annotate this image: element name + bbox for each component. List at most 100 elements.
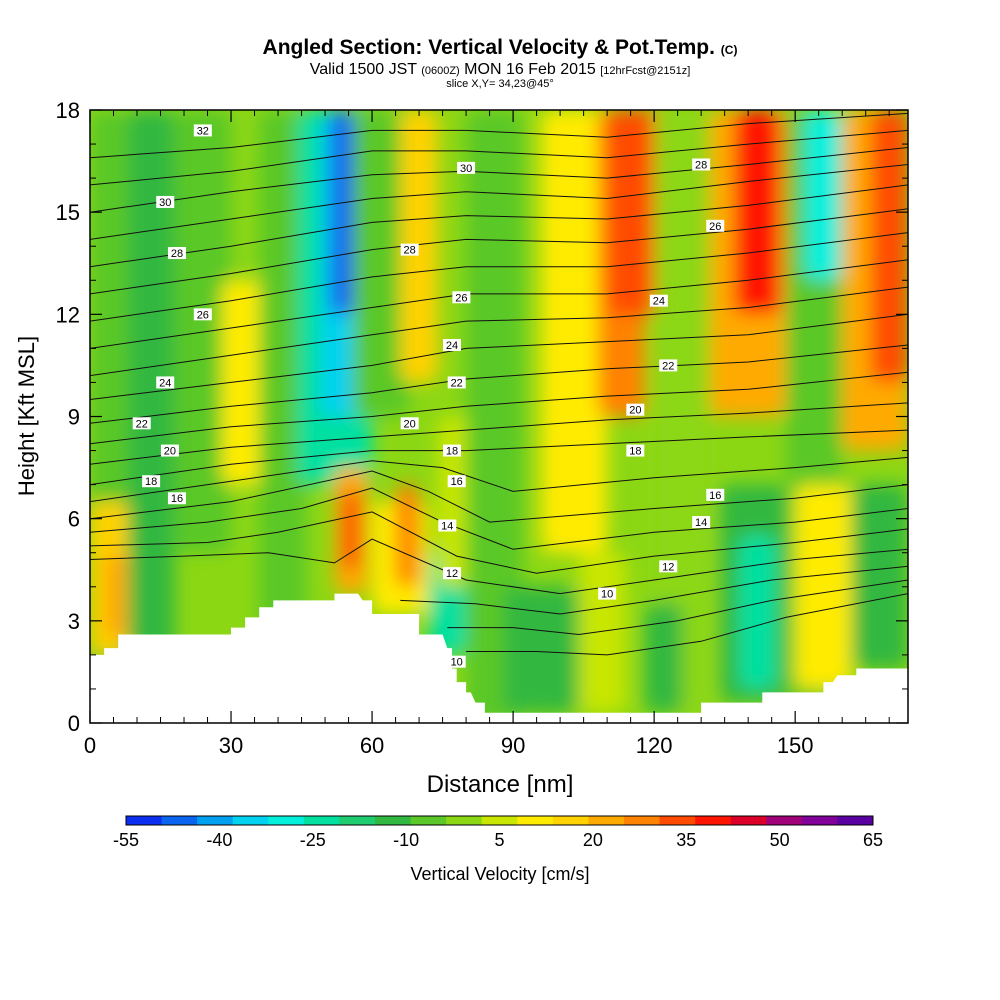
theta-label: 24 [649, 294, 668, 308]
theta-label: 26 [452, 291, 471, 304]
theta-contour [466, 593, 908, 656]
valid-date: MON 16 Feb 2015 [464, 61, 596, 78]
theta-contour [90, 344, 908, 424]
theta-label-text: 26 [455, 292, 467, 304]
chart-title-unit: (C) [720, 43, 738, 57]
colorbar-label: Vertical Velocity [cm/s] [410, 864, 589, 884]
slice-info: slice X,Y= 34,23@45° [446, 78, 554, 90]
chart-title-text: Angled Section: Vertical Velocity & Pot.… [262, 36, 715, 59]
theta-label: 28 [167, 247, 186, 260]
theta-label-text: 20 [164, 446, 176, 458]
terrain [90, 593, 908, 723]
theta-label: 14 [438, 519, 457, 532]
colorbar-swatch [695, 816, 732, 825]
colorbar-swatch [339, 816, 376, 825]
colorbar-swatch [268, 816, 305, 825]
y-tick-label: 6 [68, 507, 80, 532]
theta-label: 14 [692, 516, 711, 529]
theta-label: 24 [156, 376, 175, 389]
theta-label-text: 18 [629, 446, 641, 458]
theta-contour [90, 129, 908, 186]
colorbar-swatch [588, 816, 625, 825]
theta-label-text: 24 [653, 296, 665, 308]
velocity-cell [804, 110, 843, 281]
velocity-cell [734, 110, 782, 315]
theta-label-text: 18 [446, 446, 458, 458]
x-tick-label: 120 [636, 733, 673, 758]
theta-label: 30 [457, 161, 476, 175]
y-tick-label: 3 [68, 609, 80, 634]
colorbar-swatch [730, 816, 767, 825]
theta-label-text: 16 [451, 476, 463, 488]
colorbar-tick-label: -25 [300, 830, 326, 850]
velocity-cell [395, 484, 420, 587]
velocity-cell [541, 110, 608, 553]
colorbar-swatch [481, 816, 518, 825]
theta-label-text: 18 [145, 476, 157, 488]
theta-label-text: 32 [197, 125, 209, 137]
theta-contour [90, 313, 908, 400]
theta-label-text: 14 [441, 520, 453, 532]
theta-label-text: 14 [695, 517, 707, 529]
theta-label: 26 [193, 308, 212, 321]
theta-label: 16 [167, 492, 186, 505]
theta-label-text: 28 [404, 245, 416, 257]
theta-label: 32 [193, 124, 212, 137]
theta-contour [90, 470, 908, 523]
theta-label: 18 [142, 475, 161, 488]
theta-label: 20 [160, 444, 179, 458]
colorbar-tick-label: 20 [583, 830, 603, 850]
colorbar-swatch [766, 816, 803, 825]
contour-labels: 32 30 28 26 24 22 20 18 16 30 28 26 24 22 20 18 16 14 12 10… [132, 124, 725, 669]
theta-contour [90, 429, 908, 486]
velocity-cell [578, 552, 626, 713]
x-tick-label: 30 [219, 733, 243, 758]
velocity-cell [738, 535, 777, 689]
theta-label-text: 24 [159, 377, 171, 389]
theta-label: 20 [626, 403, 645, 417]
colorbar-swatch [801, 816, 838, 825]
colorbar-swatch [659, 816, 696, 825]
colorbar-swatch [410, 816, 447, 825]
theta-contour [90, 208, 908, 295]
theta-contour [90, 112, 908, 159]
chart-subtitle: Valid 1500 JST (0600Z) MON 16 Feb 2015 [… [0, 61, 1000, 79]
theta-label: 12 [442, 567, 461, 580]
theta-label-text: 22 [451, 377, 463, 389]
theta-label: 28 [400, 243, 419, 257]
theta-label: 26 [706, 219, 725, 233]
colorbar-tick-label: 65 [863, 830, 883, 850]
theta-label-text: 12 [446, 568, 458, 580]
theta-label-text: 10 [451, 657, 463, 669]
velocity-cell [400, 110, 438, 383]
velocity-cell [353, 110, 410, 417]
theta-label: 16 [447, 475, 466, 488]
valid-time: Valid 1500 JST [309, 61, 417, 78]
theta-label: 22 [132, 417, 151, 430]
theta-contour [400, 565, 908, 615]
velocity-cell [221, 280, 269, 485]
colorbar-swatch [126, 816, 163, 825]
velocity-cell [503, 586, 579, 713]
theta-label: 18 [442, 444, 461, 458]
theta-label: 24 [442, 338, 461, 352]
x-tick-label: 0 [84, 733, 96, 758]
theta-label: 28 [692, 158, 711, 171]
colorbar-swatch [197, 816, 234, 825]
colorbar-tick-label: -10 [393, 830, 419, 850]
colorbar-swatch [552, 816, 589, 825]
forecast-info: [12hrFcst@2151z] [600, 65, 691, 77]
theta-contour [447, 579, 908, 636]
theta-contour [90, 402, 908, 465]
valid-utc: (0600Z) [421, 65, 460, 77]
velocity-cell [466, 110, 523, 723]
colorbar-swatch [624, 816, 661, 825]
theta-label: 18 [626, 444, 645, 458]
theta-label-text: 28 [695, 159, 707, 171]
theta-contour [90, 164, 908, 240]
theta-contour [90, 232, 908, 322]
x-tick-label: 150 [777, 733, 814, 758]
y-tick-label: 0 [68, 711, 80, 736]
theta-contour [90, 286, 908, 377]
